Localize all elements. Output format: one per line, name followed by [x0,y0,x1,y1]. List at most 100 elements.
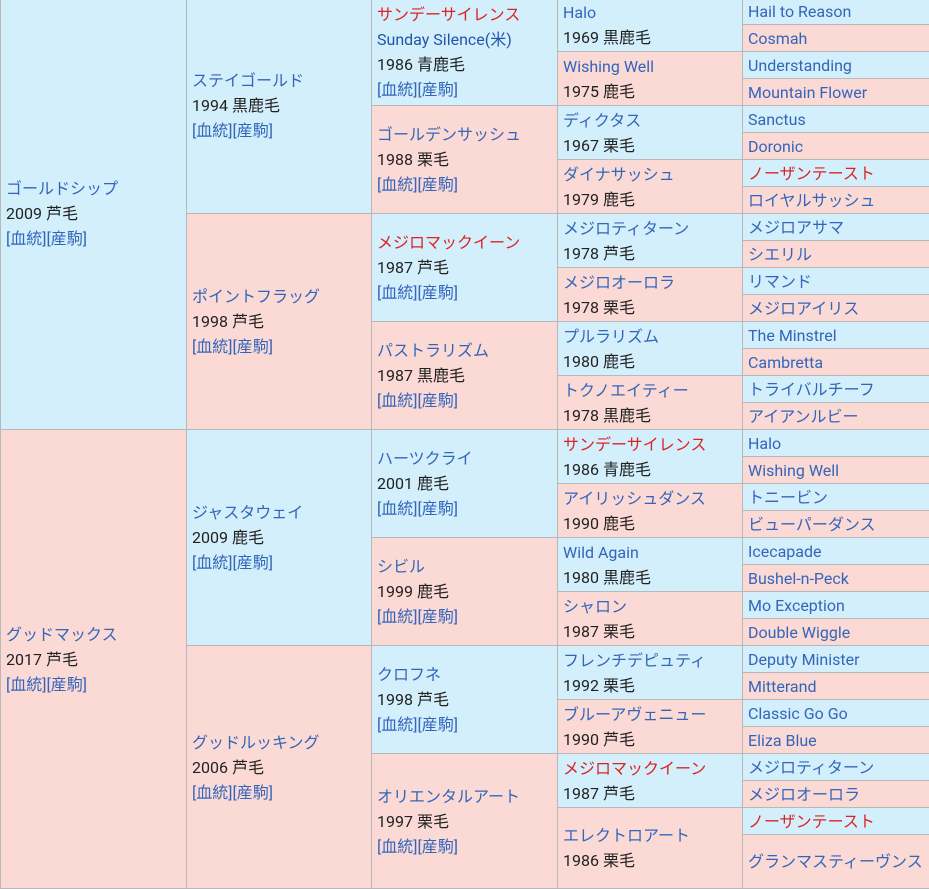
horse-name[interactable]: Cambretta [748,350,929,375]
horse-info: 1979 鹿毛 [563,187,742,212]
horse-name[interactable]: Doronic [748,134,929,159]
horse-name[interactable]: フレンチデピュティ [563,648,742,673]
link[interactable]: [産駒] [47,229,88,248]
horse-name[interactable]: メジロアサマ [748,215,929,240]
horse-name[interactable]: メジロティターン [563,216,742,241]
link[interactable]: [産駒] [418,837,459,856]
horse-name[interactable]: Sanctus [748,107,929,132]
horse-links: [血統][産駒] [192,334,371,359]
link[interactable]: [産駒] [233,783,274,802]
horse-name[interactable]: ロイヤルサッシュ [748,188,929,213]
horse-name[interactable]: メジロマックイーン [563,756,742,781]
link[interactable]: [血統] [377,499,418,518]
link[interactable]: [血統] [377,837,418,856]
horse-name[interactable]: Hail to Reason [748,0,929,24]
horse-name[interactable]: アイアンルビー [748,404,929,429]
horse-name[interactable]: ジャスタウェイ [192,500,371,525]
horse-name[interactable]: メジロオーロラ [563,270,742,295]
link[interactable]: [産駒] [233,337,274,356]
horse-name[interactable]: メジロアイリス [748,296,929,321]
horse-name[interactable]: メジロマックイーン [377,230,557,255]
horse-name[interactable]: シャロン [563,594,742,619]
horse-name[interactable]: クロフネ [377,662,557,687]
horse-name[interactable]: Mountain Flower [748,80,929,105]
link[interactable]: [産駒] [418,607,459,626]
link[interactable]: [産駒] [418,391,459,410]
horse-name[interactable]: ポイントフラッグ [192,284,371,309]
link[interactable]: [産駒] [233,553,274,572]
horse-name[interactable]: Icecapade [748,539,929,564]
horse-name[interactable]: エレクトロアート [563,823,742,848]
horse-name[interactable]: ノーザンテースト [748,809,929,834]
horse-name[interactable]: ハーツクライ [377,446,557,471]
horse-name[interactable]: ノーザンテースト [748,161,929,186]
horse-name[interactable]: トライバルチーフ [748,377,929,402]
horse-name[interactable]: ディクタス [563,108,742,133]
horse-name[interactable]: シエリル [748,242,929,267]
link[interactable]: [産駒] [418,715,459,734]
horse-name[interactable]: ビューパーダンス [748,512,929,537]
horse-name[interactable]: Mo Exception [748,593,929,618]
horse-name[interactable]: Deputy Minister [748,647,929,672]
horse-name[interactable]: The Minstrel [748,323,929,348]
link[interactable]: [血統] [377,715,418,734]
horse-name[interactable]: グッドマックス [6,622,186,647]
horse-name[interactable]: Eliza Blue [748,728,929,753]
horse-name[interactable]: ゴールドシップ [6,176,186,201]
horse-links: [血統][産駒] [6,672,186,697]
link[interactable]: [血統] [377,80,418,99]
horse-name[interactable]: パストラリズム [377,338,557,363]
horse-cell: Eliza Blue [743,727,929,754]
horse-name[interactable]: アイリッシュダンス [563,486,742,511]
link[interactable]: [血統] [192,337,233,356]
horse-name[interactable]: メジロティターン [748,755,929,780]
link[interactable]: [血統] [192,121,233,140]
horse-cell: The Minstrel [743,322,929,349]
horse-name[interactable]: リマンド [748,269,929,294]
horse-name[interactable]: トニービン [748,485,929,510]
link[interactable]: [血統] [377,391,418,410]
link[interactable]: [血統] [377,607,418,626]
horse-name[interactable]: ブルーアヴェニュー [563,702,742,727]
horse-name[interactable]: ダイナサッシュ [563,162,742,187]
horse-name[interactable]: Cosmah [748,26,929,51]
horse-name[interactable]: Bushel-n-Peck [748,566,929,591]
link[interactable]: [血統] [377,283,418,302]
horse-name[interactable]: グッドルッキング [192,730,371,755]
link[interactable]: [産駒] [47,675,88,694]
link[interactable]: [産駒] [418,283,459,302]
horse-name[interactable]: サンデーサイレンス [563,432,742,457]
horse-name[interactable]: サンデーサイレンス [377,2,557,27]
link[interactable]: [血統] [192,553,233,572]
horse-name[interactable]: Understanding [748,53,929,78]
link[interactable]: [産駒] [233,121,274,140]
horse-name[interactable]: プルラリズム [563,324,742,349]
horse-name[interactable]: Double Wiggle [748,620,929,645]
horse-name[interactable]: Halo [748,431,929,456]
link[interactable]: [産駒] [418,175,459,194]
link[interactable]: [血統] [6,229,47,248]
link[interactable]: [産駒] [418,499,459,518]
link[interactable]: [血統] [377,175,418,194]
horse-name[interactable]: Mitterand [748,674,929,699]
horse-name[interactable]: トクノエイティー [563,378,742,403]
horse-name[interactable]: Wild Again [563,540,742,565]
horse-name[interactable]: シビル [377,554,557,579]
horse-name[interactable]: Wishing Well [748,458,929,483]
horse-name[interactable]: グランマスティーヴンス [748,849,929,874]
link[interactable]: [産駒] [418,80,459,99]
horse-links: [血統][産駒] [377,496,557,521]
horse-name[interactable]: ゴールデンサッシュ [377,122,557,147]
horse-info: 1967 栗毛 [563,133,742,158]
horse-name[interactable]: Wishing Well [563,54,742,79]
link[interactable]: [血統] [192,783,233,802]
horse-name[interactable]: Halo [563,0,742,25]
horse-name[interactable]: Classic Go Go [748,701,929,726]
link[interactable]: [血統] [6,675,47,694]
horse-name[interactable]: ステイゴールド [192,68,371,93]
horse-name[interactable]: メジロオーロラ [748,782,929,807]
horse-name[interactable]: オリエンタルアート [377,784,557,809]
